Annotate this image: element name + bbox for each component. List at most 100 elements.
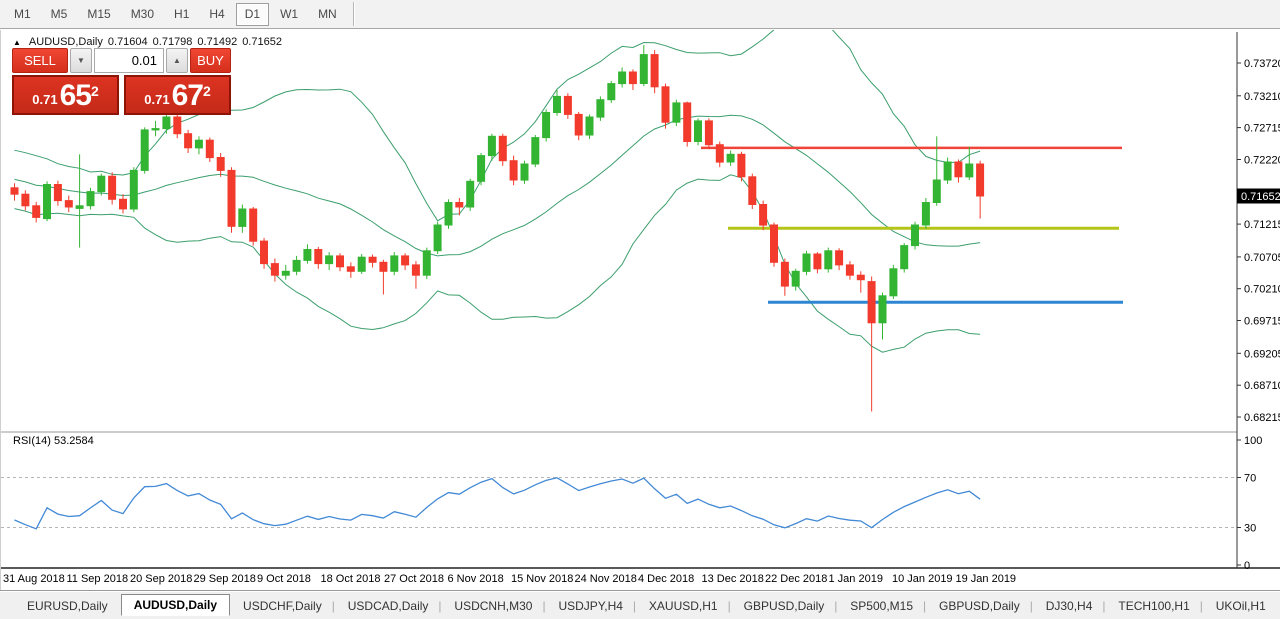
sell-price-quote[interactable]: 0.71 65 2 [12, 75, 119, 115]
buy-price-quote[interactable]: 0.71 67 2 [124, 75, 231, 115]
buy-price-prefix: 0.71 [144, 92, 170, 107]
candle-body [477, 155, 486, 182]
candle-body [921, 202, 930, 226]
toolbar-separator [352, 2, 355, 26]
candle-body [704, 120, 713, 146]
candle-body [791, 270, 800, 287]
candle-body [531, 137, 540, 165]
ohlc-close: 0.71652 [242, 36, 282, 48]
rsi-line [14, 477, 981, 530]
timeframe-button-h1[interactable]: H1 [174, 6, 190, 21]
timeframe-button-mn[interactable]: MN [318, 6, 337, 21]
price-tick-label: 0.71215 [1244, 219, 1280, 231]
chart-tab-audusd-daily[interactable]: AUDUSD,Daily [120, 593, 231, 616]
candle-body [227, 169, 236, 227]
chart-tab-bar: EURUSD,Daily AUDUSD,Daily USDCHF,Daily USDC… [0, 591, 1280, 619]
chart-tab-ukoil-h1[interactable]: UKOil,H1 [1200, 596, 1279, 616]
price-tick-label: 0.70210 [1244, 284, 1280, 296]
timeframe-button-d1[interactable]: D1 [235, 2, 270, 26]
candle-body [336, 255, 344, 268]
candle-body [292, 259, 301, 272]
candle-body [314, 249, 323, 265]
rsi-tick-label: 100 [1244, 435, 1262, 447]
lot-size-input[interactable] [94, 48, 164, 73]
candle-body [553, 95, 561, 114]
candle-body [151, 128, 160, 131]
candle-body [780, 261, 789, 287]
timeframe-button-m5[interactable]: M5 [50, 6, 68, 21]
candle-body [856, 274, 865, 281]
date-tick-label: 24 Nov 2018 [575, 573, 637, 585]
candle-body [140, 129, 149, 171]
candle-body [260, 240, 268, 265]
one-click-trade-panel: SELL ▼ ▲ BUY 0.71 65 2 0.71 67 2 [12, 48, 231, 115]
candle-body [10, 187, 19, 195]
candle-body [487, 135, 496, 157]
candle-body [965, 163, 974, 178]
candle-body [466, 180, 475, 208]
lot-dropdown-button[interactable]: ▼ [70, 48, 92, 73]
price-tick-label: 0.72220 [1244, 155, 1280, 167]
ohlc-high: 0.71798 [152, 36, 193, 48]
chart-tab-gbpusd-daily-2[interactable]: GBPUSD,Daily [923, 596, 1033, 616]
date-tick-label: 19 Jan 2019 [956, 573, 1017, 585]
chart-window: 0.737200.732100.727150.722200.717150.712… [0, 30, 1280, 591]
candle-body [563, 95, 572, 115]
timeframe-button-w1[interactable]: W1 [280, 6, 299, 21]
collapse-triangle-icon[interactable]: ▲ [13, 37, 21, 47]
candle-body [498, 135, 507, 162]
date-tick-label: 1 Jan 2019 [829, 573, 883, 585]
candle-body [379, 261, 388, 272]
price-tick-label: 0.73720 [1244, 58, 1280, 70]
timeframe-button-m1[interactable]: M1 [14, 6, 31, 21]
chart-tab-gbpusd-daily[interactable]: GBPUSD,Daily [728, 596, 838, 616]
candle-body [43, 184, 51, 220]
chart-tab-usdcnh-m30[interactable]: USDCNH,M30 [438, 596, 545, 616]
chart-tab-usdcad-daily[interactable]: USDCAD,Daily [332, 596, 442, 616]
candle-body [574, 113, 583, 136]
date-tick-label: 9 Oct 2018 [257, 573, 311, 585]
timeframe-button-m30[interactable]: M30 [130, 6, 155, 21]
candle-body [878, 295, 887, 324]
timeframe-button-m15[interactable]: M15 [87, 6, 111, 21]
candle-body [867, 281, 876, 324]
timeframe-button-h4[interactable]: H4 [209, 6, 225, 21]
chevron-down-icon: ▼ [77, 56, 85, 65]
bollinger-middle-band [14, 114, 981, 257]
chart-tab-usdjpy-h4[interactable]: USDJPY,H4 [542, 596, 635, 616]
candle-body [422, 250, 431, 276]
chart-tab-tech100-h1[interactable]: TECH100,H1 [1102, 596, 1202, 616]
candle-body [86, 191, 95, 207]
price-tick-label: 0.69205 [1244, 348, 1280, 360]
buy-price-main: 67 [171, 79, 204, 112]
current-price-badge [1237, 188, 1280, 204]
candle-body [748, 176, 757, 206]
price-tick-label: 0.73210 [1244, 91, 1280, 103]
date-tick-label: 20 Sep 2018 [130, 573, 192, 585]
chart-tab-xauusd-h1[interactable]: XAUUSD,H1 [633, 596, 731, 616]
sell-button[interactable]: SELL [12, 48, 68, 73]
chart-tab-eurusd-daily[interactable]: EURUSD,Daily [27, 598, 108, 613]
lot-increase-button[interactable]: ▲ [166, 48, 188, 73]
candle-body [162, 116, 171, 130]
price-tick-label: 0.68710 [1244, 380, 1280, 392]
candle-body [129, 169, 138, 210]
candle-body [737, 153, 746, 178]
candle-body [346, 266, 355, 272]
candle-body [650, 54, 659, 88]
price-tick-label: 0.72715 [1244, 123, 1280, 135]
date-tick-label: 29 Sep 2018 [194, 573, 256, 585]
chart-tab-sp500-m15[interactable]: SP500,M15 [834, 596, 926, 616]
candle-body [270, 263, 279, 276]
chart-tab-dj30-h4[interactable]: DJ30,H4 [1030, 596, 1106, 616]
chart-canvas[interactable]: 0.737200.732100.727150.722200.717150.712… [1, 30, 1280, 591]
candle-body [64, 200, 73, 208]
buy-button[interactable]: BUY [190, 48, 231, 73]
candle-body [835, 250, 844, 266]
candle-body [75, 205, 84, 209]
timeframe-toolbar: M1 M5 M15 M30 H1 H4 D1 W1 MN [0, 0, 1280, 29]
chart-tab-usdchf-daily[interactable]: USDCHF,Daily [243, 598, 322, 613]
candle-body [770, 224, 778, 263]
candle-body [683, 102, 692, 142]
candle-body [238, 208, 247, 227]
